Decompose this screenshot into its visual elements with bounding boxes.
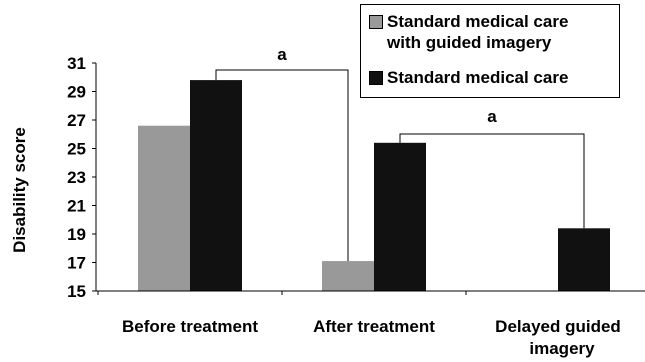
- y-tick-label: 27: [67, 111, 86, 130]
- bar-standard-care-2: [558, 228, 610, 291]
- legend-item-guided-imagery: Standard medical care with guided imager…: [369, 11, 568, 53]
- legend-label-standard-care: Standard medical care: [387, 68, 569, 87]
- bar-standard-care-0: [190, 80, 242, 291]
- legend-swatch-gray: [369, 15, 383, 29]
- significance-annotations: aa: [215, 45, 585, 262]
- y-tick-label: 21: [67, 197, 86, 216]
- y-tick-label: 17: [67, 254, 86, 273]
- significance-label: a: [487, 107, 497, 126]
- x-tick-label: Delayed guided imagery: [495, 317, 621, 358]
- bar-guided-imagery-0: [138, 125, 190, 291]
- legend-label-line2: with guided imagery: [387, 33, 552, 52]
- y-tick-label: 15: [67, 282, 86, 301]
- significance-bracket: [399, 133, 585, 229]
- legend-label-line1: Standard medical care: [387, 12, 569, 31]
- y-tick-label: 29: [67, 83, 86, 102]
- bars-layer: [138, 80, 610, 291]
- y-tick-label: 23: [67, 168, 86, 187]
- chart-legend: Standard medical care with guided imager…: [360, 4, 620, 98]
- y-tick-label: 25: [67, 140, 86, 159]
- legend-swatch-black: [369, 71, 383, 85]
- significance-label: a: [277, 45, 287, 64]
- bar-guided-imagery-1: [322, 261, 374, 291]
- x-tick-label: After treatment: [313, 317, 435, 336]
- significance-bracket: [215, 69, 349, 262]
- legend-item-standard-care: Standard medical care: [369, 67, 568, 88]
- y-axis-ticks: 15 17 19 21 23 25 27 29 31: [67, 54, 467, 301]
- bar-standard-care-1: [374, 142, 426, 291]
- legend-label-guided-imagery: Standard medical care with guided imager…: [387, 11, 568, 53]
- x-axis-labels: Before treatment After treatment Delayed g…: [122, 317, 621, 358]
- y-tick-label: 31: [67, 54, 86, 73]
- y-tick-label: 19: [67, 225, 86, 244]
- x-tick-label: Before treatment: [122, 317, 258, 336]
- y-axis-label: Disability score: [10, 127, 29, 253]
